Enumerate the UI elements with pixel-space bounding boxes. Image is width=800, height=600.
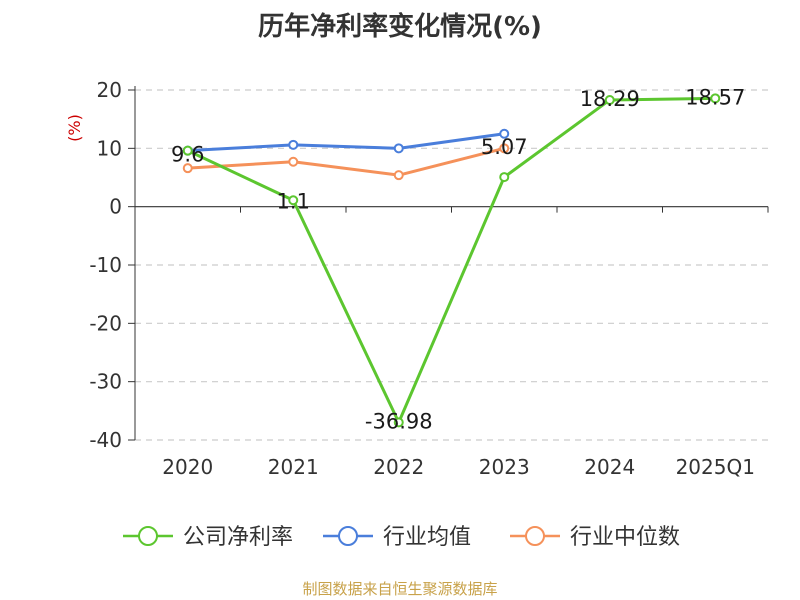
data-label: 9.6 xyxy=(171,143,204,167)
data-point xyxy=(499,143,510,154)
data-point xyxy=(710,93,721,104)
x-tick-label: 2023 xyxy=(479,455,530,479)
data-point xyxy=(288,156,299,167)
y-tick-label: 20 xyxy=(97,78,122,102)
data-label: 1.1 xyxy=(277,189,310,213)
source-note: 制图数据来自恒生聚源数据库 xyxy=(302,580,498,598)
y-tick-label: -10 xyxy=(89,253,122,277)
data-label: 5.07 xyxy=(481,135,528,159)
data-point xyxy=(288,195,299,206)
data-point xyxy=(604,94,615,105)
data-label: 18.29 xyxy=(580,87,640,111)
x-tick-label: 2021 xyxy=(268,455,319,479)
y-tick-label: 10 xyxy=(97,136,122,160)
x-tick-label: 2020 xyxy=(162,455,213,479)
legend-label: 行业中位数 xyxy=(570,525,680,550)
legend-label: 行业均值 xyxy=(383,525,471,550)
data-point xyxy=(182,145,193,156)
y-tick-label: -40 xyxy=(89,428,122,452)
series-line-2 xyxy=(187,132,505,153)
x-tick-label: 2025Q1 xyxy=(676,455,755,479)
data-label: -36.98 xyxy=(365,409,433,433)
chart-title: 历年净利率变化情况(%) xyxy=(258,12,542,42)
legend-marker xyxy=(138,526,158,546)
legend-label: 公司净利率 xyxy=(183,525,293,550)
data-point xyxy=(393,143,404,154)
data-point xyxy=(499,128,510,139)
series-line-1 xyxy=(187,96,716,424)
data-point xyxy=(393,170,404,181)
data-point xyxy=(393,417,404,428)
y-tick-label: -20 xyxy=(89,311,122,335)
data-point xyxy=(182,163,193,174)
data-label: 18.57 xyxy=(685,85,745,109)
y-tick-label: -30 xyxy=(89,370,122,394)
y-tick-label: 0 xyxy=(109,195,122,219)
y-axis-label: (%) xyxy=(65,114,84,142)
data-point xyxy=(499,172,510,183)
x-tick-label: 2024 xyxy=(584,455,635,479)
x-tick-label: 2022 xyxy=(373,455,424,479)
series-line-3 xyxy=(187,146,505,177)
data-point xyxy=(288,139,299,150)
legend-marker xyxy=(525,526,545,546)
legend-marker xyxy=(338,526,358,546)
